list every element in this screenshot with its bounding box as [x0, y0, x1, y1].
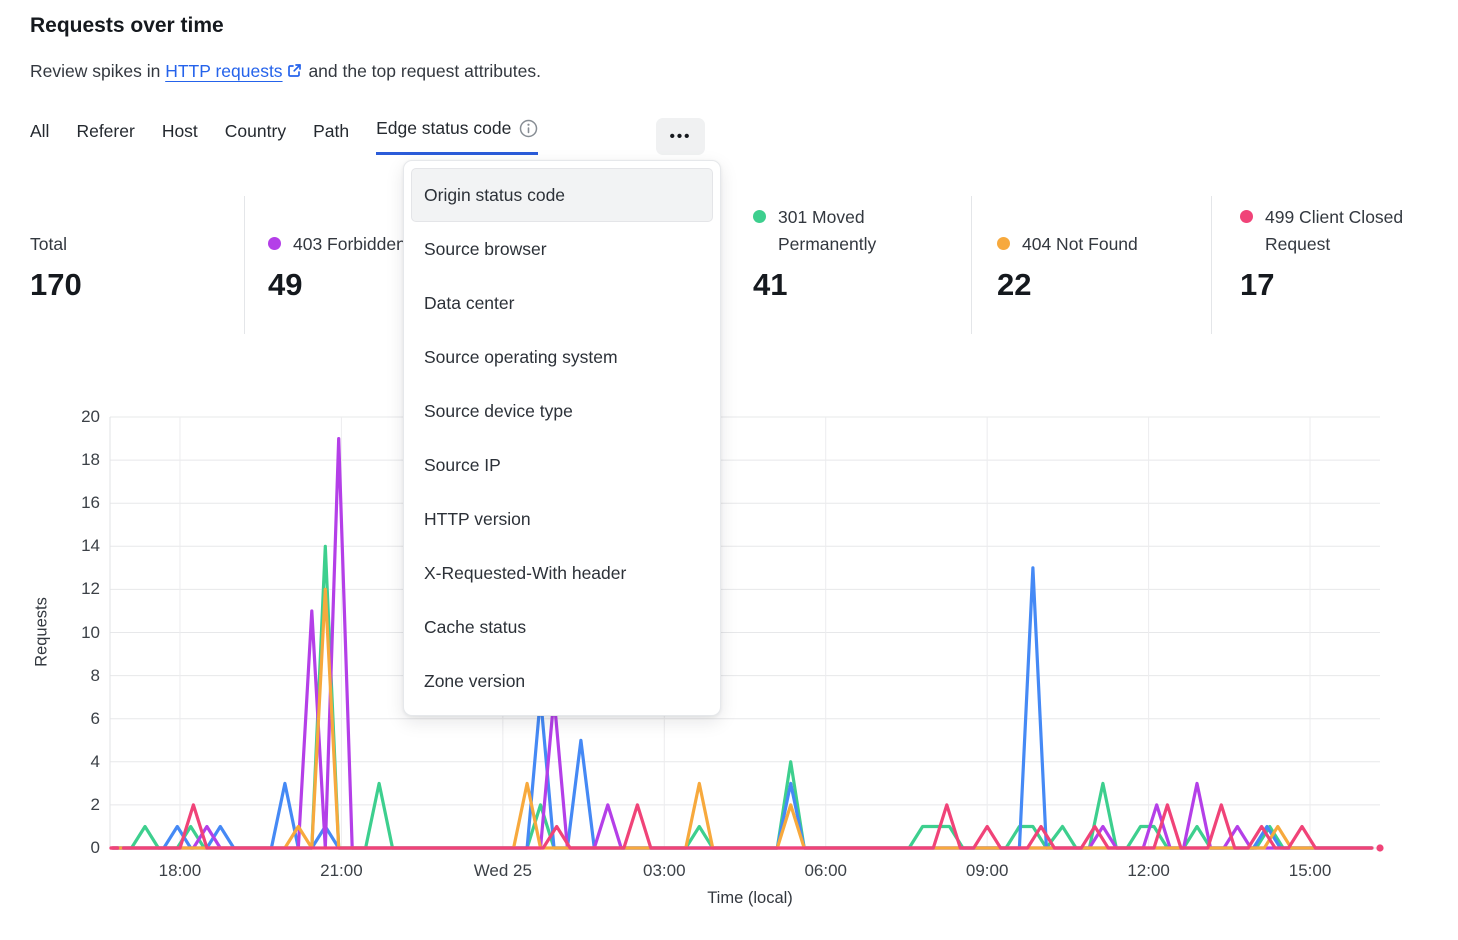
stat-403-value: 49 [268, 267, 303, 302]
x-axis-title: Time (local) [707, 889, 793, 907]
attribute-dropdown-menu: Origin status code Source browser Data cen… [403, 160, 721, 716]
menu-item-source-ip[interactable]: Source IP [424, 454, 501, 475]
stat-total-value: 170 [30, 267, 82, 302]
stat-404-value: 22 [997, 267, 1032, 302]
stat-499-label: 499 Client Closed Request [1240, 204, 1405, 258]
menu-item-zone-version[interactable]: Zone version [424, 670, 526, 691]
tab-edge-status-code[interactable]: Edge status code [376, 118, 539, 155]
tab-label: Edge status code [376, 118, 512, 138]
x-tick-label: Wed 25 [473, 861, 532, 880]
y-tick-label: 2 [90, 794, 100, 814]
stat-301-value: 41 [753, 267, 788, 302]
y-tick-label: 14 [81, 536, 100, 556]
tab-path[interactable]: Path [313, 121, 349, 155]
tab-label: Country [224, 121, 287, 141]
series-line-403-forbidden [111, 437, 1374, 850]
more-tabs-button[interactable]: ••• [656, 118, 705, 155]
stat-404-label: 404 Not Found [997, 231, 1138, 258]
x-tick-label: 03:00 [642, 861, 686, 880]
x-tick-label: 15:00 [1288, 861, 1332, 880]
info-icon[interactable] [519, 119, 538, 138]
tab-label: Host [161, 121, 198, 141]
menu-item-source-browser[interactable]: Source browser [424, 238, 547, 259]
stat-divider [1211, 196, 1212, 334]
menu-item-cache-status[interactable]: Cache status [424, 616, 527, 637]
menu-item-data-center[interactable]: Data center [424, 292, 515, 313]
series-dot-404 [997, 236, 1010, 250]
tab-country[interactable]: Country [225, 121, 286, 155]
series-dot-499 [1240, 209, 1253, 223]
stat-499-value: 17 [1240, 267, 1275, 302]
external-link-icon [287, 62, 302, 83]
y-axis-title: Requests [32, 597, 51, 667]
stat-total-label: Total [30, 233, 67, 254]
tab-label: Referer [76, 121, 135, 141]
y-tick-label: 4 [90, 751, 100, 771]
series-end-dot [1376, 844, 1384, 852]
series-line-499-client-closed-request [121, 803, 1374, 850]
subtitle-prefix: Review spikes in [30, 61, 161, 81]
stat-403-label: 403 Forbidden [268, 231, 406, 258]
menu-item-source-operating-system[interactable]: Source operating system [424, 346, 618, 367]
x-tick-label: 21:00 [320, 861, 363, 880]
stat-divider [244, 196, 245, 334]
subtitle: Review spikes in HTTP requests and the t… [30, 61, 541, 83]
stat-301-label: 301 Moved Permanently [753, 204, 905, 258]
y-tick-label: 10 [81, 622, 100, 642]
page-title: Requests over time [30, 14, 224, 37]
y-tick-label: 0 [90, 838, 100, 857]
tab-label: Path [313, 121, 350, 141]
x-tick-label: 18:00 [158, 861, 202, 880]
series-dot-301 [753, 209, 766, 223]
x-tick-label: 06:00 [804, 861, 847, 880]
menu-item-x-requested-with-header[interactable]: X-Requested-With header [424, 562, 627, 583]
tab-host[interactable]: Host [162, 121, 198, 155]
stat-divider [971, 196, 972, 334]
menu-item-http-version[interactable]: HTTP version [424, 508, 531, 529]
attribute-tabs: All Referer Host Country Path Edge status cod… [30, 118, 539, 155]
series-dot-403 [268, 236, 281, 250]
menu-item-origin-status-code[interactable]: Origin status code [411, 168, 713, 222]
stat-404: 404 Not Found 22 [997, 196, 1197, 303]
y-tick-label: 6 [90, 708, 100, 728]
x-tick-label: 12:00 [1127, 861, 1170, 880]
y-tick-label: 8 [90, 665, 100, 685]
y-tick-label: 16 [81, 493, 100, 513]
tab-all[interactable]: All [30, 121, 49, 155]
stat-301: 301 Moved Permanently 41 [753, 196, 905, 303]
y-tick-label: 20 [81, 407, 100, 426]
stat-total: Total 170 [30, 196, 220, 303]
tab-referer[interactable]: Referer [76, 121, 134, 155]
tab-label: All [30, 121, 50, 141]
y-tick-label: 18 [81, 450, 100, 470]
http-requests-link[interactable]: HTTP requests [165, 61, 283, 81]
stat-403: 403 Forbidden 49 [268, 196, 468, 303]
menu-item-source-device-type[interactable]: Source device type [424, 400, 573, 421]
y-tick-label: 12 [81, 579, 100, 599]
stat-499: 499 Client Closed Request 17 [1240, 196, 1405, 303]
x-tick-label: 09:00 [965, 861, 1009, 880]
subtitle-suffix: and the top request attributes. [308, 61, 541, 81]
